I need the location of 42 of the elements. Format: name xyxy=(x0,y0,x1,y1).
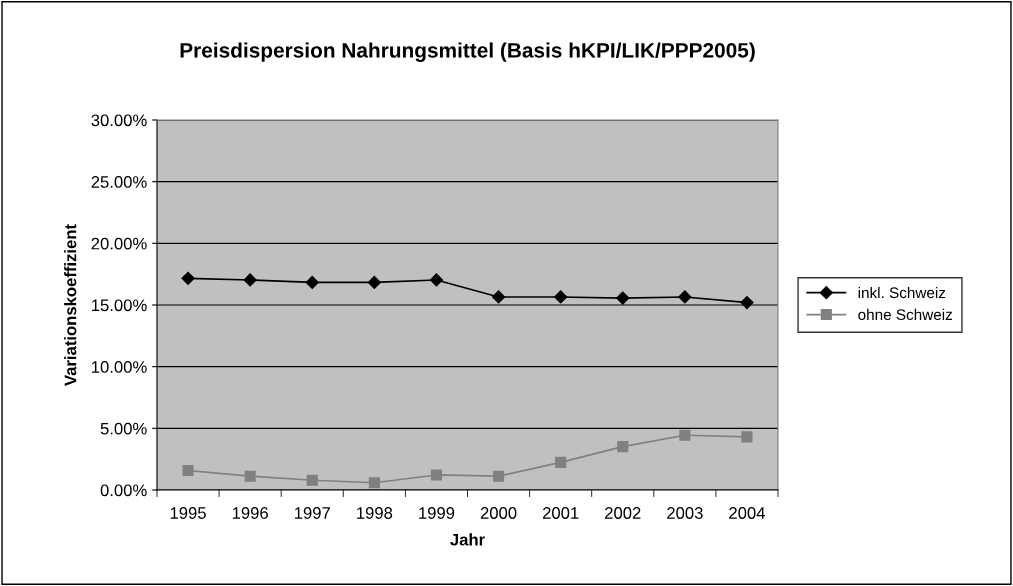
point xyxy=(491,290,506,304)
y-tick-label: 0.00% xyxy=(100,484,147,497)
x-tick-label: 1999 xyxy=(419,507,455,519)
x-tick-label: 2002 xyxy=(605,507,641,519)
x-tick-label: 1996 xyxy=(232,507,268,519)
point xyxy=(368,477,380,489)
point xyxy=(678,290,692,304)
point xyxy=(430,469,443,481)
point xyxy=(554,290,568,304)
legend-label: ohne Schweiz xyxy=(858,308,952,321)
point xyxy=(740,295,754,310)
point xyxy=(555,456,567,468)
point xyxy=(741,431,753,443)
chart-title: Preisdispersion Nahrungsmittel (Basis hKPI/LIK/PPP2005) xyxy=(180,42,755,62)
point xyxy=(181,271,195,285)
x-tick-label: 2003 xyxy=(667,507,703,519)
x-tick-label: 1995 xyxy=(170,507,206,519)
point xyxy=(306,474,318,486)
x-tick-label: 2001 xyxy=(542,507,579,519)
y-axis-title: Variationskoeffizient xyxy=(64,224,77,386)
point xyxy=(305,275,319,290)
y-tick-label: 25.00% xyxy=(91,176,147,188)
y-tick-label: 20.00% xyxy=(91,237,147,250)
x-tick-label: 2004 xyxy=(729,507,765,519)
x-tick-label: 1997 xyxy=(294,507,330,519)
legend-label: inkl. Schweiz xyxy=(858,286,946,299)
x-tick-label: 1998 xyxy=(357,507,393,519)
point xyxy=(244,470,256,482)
point xyxy=(617,441,629,453)
point xyxy=(243,273,257,287)
point xyxy=(429,273,444,287)
y-tick-label: 5.00% xyxy=(100,422,147,435)
y-tick-label: 30.00% xyxy=(91,114,147,127)
x-tick-label: 2000 xyxy=(480,507,517,519)
point xyxy=(182,464,194,477)
point xyxy=(492,470,505,482)
point xyxy=(367,275,381,290)
x-axis-title: Jahr xyxy=(450,533,485,546)
y-tick-label: 10.00% xyxy=(92,361,147,373)
y-tick-label: 15.00% xyxy=(92,299,147,312)
point xyxy=(679,429,691,441)
point xyxy=(616,291,630,305)
